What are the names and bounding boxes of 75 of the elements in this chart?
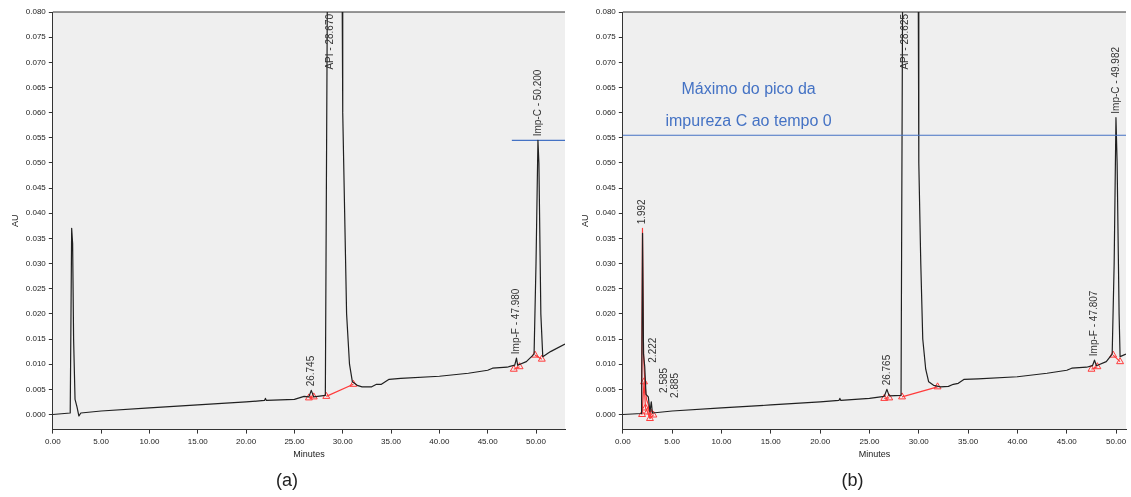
y-tick-label: 0.000 [25,409,47,419]
annotation: API - 28.670 [323,13,335,70]
x-tick-label: 50.00 [525,436,547,446]
y-tick-label: 0.050 [595,158,617,168]
x-tick-label: 10.00 [139,436,161,446]
annotation: 1.992 [636,198,648,225]
y-tick-label: 0.035 [595,233,617,243]
x-tick-label: 0.00 [45,436,62,446]
y-tick-label: 0.050 [25,158,47,168]
y-tick-label: 0.010 [25,359,47,369]
x-tick-label: 40.00 [429,436,450,446]
x-tick-label: 25.00 [284,436,305,446]
x-tick-label: 5.00 [664,436,681,446]
x-tick-label: 0.00 [615,436,632,446]
annotation: 2.222 [647,337,659,363]
annotation: 26.745 [305,355,317,387]
annotation: API - 28.625 [898,13,910,70]
x-tick-label: 50.00 [1106,436,1127,446]
x-axis-title: Minutes [858,449,891,460]
y-tick-label: 0.015 [595,334,617,344]
x-tick-label: 30.00 [908,436,930,446]
y-axis-title: AU [9,214,20,228]
y-tick-label: 0.025 [595,283,617,293]
text: (b) [840,470,865,491]
x-tick-label: 40.00 [1007,436,1029,446]
text: (a) [275,470,299,491]
annotation: 26.765 [880,354,892,386]
y-tick-label: 0.035 [25,233,47,243]
annotation: Imp-C - 50.200 [531,69,543,137]
y-tick-label: 0.065 [25,82,47,92]
annotation: Imp-C - 49.982 [1109,46,1121,114]
x-tick-label: 45.00 [1056,436,1078,446]
y-tick-label: 0.010 [595,359,617,369]
y-tick-label: 0.045 [25,183,47,193]
y-tick-label: 0.020 [25,309,47,319]
x-tick-label: 45.00 [477,436,499,446]
y-tick-label: 0.030 [595,258,617,268]
x-tick-label: 35.00 [958,436,979,446]
x-axis-title: Minutes [293,449,326,460]
y-axis-title: AU [579,214,590,228]
x-tick-label: 15.00 [187,436,209,446]
x-tick-label: 20.00 [236,436,257,446]
y-tick-label: 0.060 [595,107,617,117]
x-tick-label: 15.00 [760,436,782,446]
y-tick-label: 0.025 [25,283,47,293]
y-tick-label: 0.040 [595,208,617,218]
y-tick-label: 0.070 [595,57,617,67]
x-tick-label: 5.00 [93,436,110,446]
x-tick-label: 20.00 [810,436,831,446]
x-tick-label: 25.00 [859,436,881,446]
y-tick-label: 0.005 [595,384,617,394]
y-tick-label: 0.000 [595,409,617,419]
y-tick-label: 0.055 [595,132,617,142]
ref-line-label: Máximo do pico da impureza C ao tempo 0 [665,79,832,129]
y-tick-label: 0.015 [25,334,47,344]
y-tick-label: 0.080 [25,7,47,17]
annotation: Imp-F - 47.807 [1088,290,1100,357]
y-tick-label: 0.055 [25,132,47,142]
x-tick-label: 10.00 [711,436,733,446]
annotation: 2.585 [658,367,670,393]
y-tick-label: 0.060 [25,107,47,117]
y-tick-label: 0.005 [25,384,47,394]
y-tick-label: 0.070 [25,57,47,67]
annotation: 2.885 [669,372,681,398]
y-tick-label: 0.080 [595,7,617,17]
annotation: Imp-F - 47.980 [510,288,522,355]
x-tick-label: 35.00 [381,436,402,446]
y-tick-label: 0.065 [595,82,617,92]
y-tick-label: 0.075 [595,32,617,42]
y-tick-label: 0.040 [25,208,47,218]
y-tick-label: 0.045 [595,183,617,193]
y-tick-label: 0.020 [595,309,617,319]
x-tick-label: 30.00 [332,436,354,446]
y-tick-label: 0.030 [25,258,47,268]
y-tick-label: 0.075 [25,32,47,42]
